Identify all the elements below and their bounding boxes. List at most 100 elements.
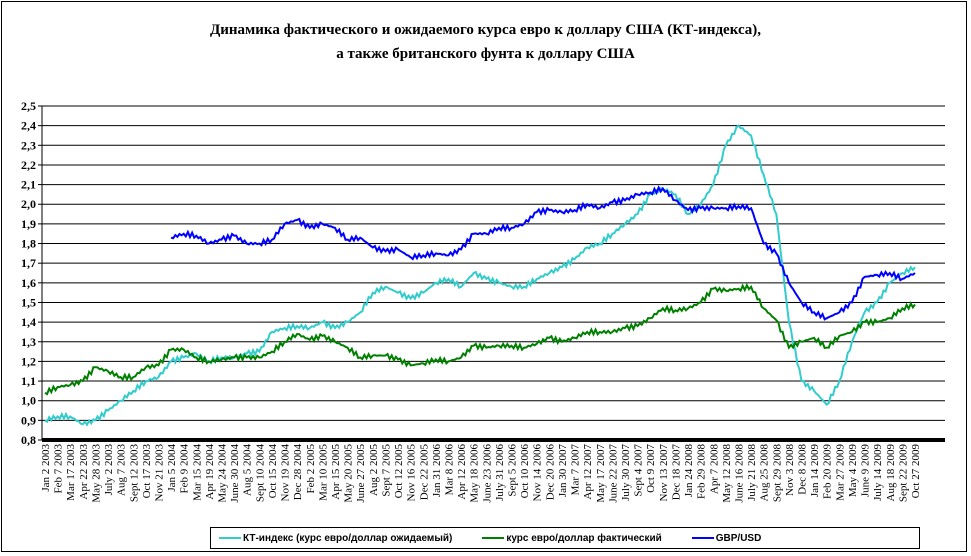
- x-tick-label: Apr 12 2006: [456, 444, 468, 500]
- x-tick-label: Sept 10 2004: [254, 444, 266, 503]
- x-tick-label: Sept 7 2005: [380, 444, 392, 497]
- x-tick-label: Nov 14 2006: [532, 444, 544, 502]
- legend: КТ-индекс (курс евро/доллар ожидаемый) к…: [210, 527, 920, 549]
- x-tick-label: May 17 2007: [595, 444, 607, 503]
- y-tick-label: 1,2: [21, 354, 36, 368]
- legend-item-eur: курс евро/доллар фактический: [482, 532, 662, 544]
- x-tick-label: July 21 2008: [746, 444, 758, 501]
- x-tick-label: Dec 28 2004: [292, 444, 304, 501]
- x-tick-label: Sept 5 2006: [507, 444, 519, 497]
- x-tick-label: May 20 2005: [343, 444, 355, 503]
- x-tick-label: Sept 4 2007: [633, 444, 645, 497]
- x-tick-label: June 9 2009: [860, 444, 872, 498]
- y-tick-label: 1,5: [21, 295, 36, 309]
- x-tick-label: June 30 2004: [229, 444, 241, 503]
- x-tick-label: Dec 20 2006: [544, 444, 556, 501]
- x-tick-label: Aug 2 2005: [368, 444, 380, 496]
- x-tick-label: July 31 2006: [494, 444, 506, 501]
- x-tick-label: Aug 18 2009: [885, 444, 897, 502]
- x-tick-label: Mar 8 2006: [443, 444, 455, 496]
- x-tick-label: Feb 20 2009: [822, 444, 834, 500]
- y-tick-label: 1,3: [21, 335, 36, 349]
- y-tick-label: 1,8: [21, 237, 36, 251]
- x-tick-label: Dec 18 2007: [670, 444, 682, 501]
- chart-title-line-2: а также британского фунта к доллару США: [336, 46, 635, 62]
- x-tick-label: Apr 7 2008: [708, 444, 720, 495]
- x-tick-label: Dec 22 2005: [418, 444, 430, 501]
- y-tick-label: 2,1: [21, 178, 36, 192]
- x-tick-label: Mar 17 2003: [65, 444, 77, 501]
- x-tick-label: Jan 2 2003: [40, 444, 52, 492]
- legend-label: GBP/USD: [715, 532, 762, 544]
- x-tick-label: Oct 15 2004: [267, 444, 279, 499]
- y-tick-label: 1,0: [21, 394, 36, 408]
- y-tick-label: 0,8: [21, 433, 36, 447]
- x-tick-label: Apr 12 2007: [582, 444, 594, 500]
- x-tick-label: May 18 2006: [469, 444, 481, 503]
- x-tick-label: Oct 27 2009: [910, 444, 922, 499]
- x-tick-label: July 14 2009: [872, 444, 884, 501]
- x-tick-label: Mar 15 2004: [191, 444, 203, 501]
- x-tick-label: Apr 15 2005: [330, 444, 342, 500]
- chart-title-line-1: Динамика фактического и ожидаемого курса…: [209, 22, 762, 38]
- x-tick-label: Nov 16 2005: [406, 444, 418, 502]
- legend-label: КТ-индекс (курс евро/доллар ожидаемый): [243, 532, 453, 544]
- x-tick-label: Apr 19 2004: [204, 444, 216, 500]
- x-tick-label: Sept 12 2003: [128, 444, 140, 503]
- legend-swatch: [482, 537, 505, 539]
- y-tick-label: 1,7: [21, 256, 36, 270]
- x-tick-label: Sept 22 2009: [897, 444, 909, 503]
- x-tick-label: Aug 5 2004: [242, 444, 254, 496]
- y-tick-label: 1,6: [21, 276, 36, 290]
- x-tick-label: Feb 2 2005: [305, 444, 317, 494]
- y-tick-label: 2,4: [21, 119, 36, 133]
- legend-swatch: [691, 537, 714, 539]
- y-tick-label: 2,3: [21, 138, 36, 152]
- x-tick-label: July 30 2007: [620, 444, 632, 501]
- x-tick-label: June 16 2008: [733, 444, 745, 503]
- x-tick-label: May 4 2009: [847, 444, 859, 498]
- x-tick-label: Nov 21 2003: [153, 444, 165, 502]
- x-tick-label: Sept 29 2008: [771, 444, 783, 503]
- x-tick-label: Mar 10 2005: [317, 444, 329, 501]
- x-tick-label: Dec 8 2008: [797, 444, 809, 495]
- y-tick-label: 2,0: [21, 197, 36, 211]
- x-tick-label: June 23 2006: [481, 444, 493, 503]
- x-tick-label: Feb 29 2008: [696, 444, 708, 500]
- legend-item-kt: КТ-индекс (курс евро/доллар ожидаемый): [219, 533, 452, 544]
- x-tick-label: July 2 2003: [103, 444, 115, 496]
- x-tick-label: May 12 2008: [721, 444, 733, 503]
- series-line-gbp-usd: [170, 185, 916, 321]
- x-tick-label: Aug 25 2008: [759, 444, 771, 502]
- x-tick-label: Feb 7 2003: [53, 444, 65, 494]
- y-tick-label: 0,9: [21, 413, 36, 427]
- legend-swatch: [219, 537, 241, 539]
- x-tick-label: May 28 2003: [90, 444, 102, 503]
- series-line-eur-usd: [44, 282, 916, 396]
- x-tick-label: Oct 10 2006: [519, 444, 531, 499]
- x-tick-label: Oct 9 2007: [645, 444, 657, 493]
- x-tick-label: June 22 2007: [607, 444, 619, 503]
- x-tick-label: Jan 24 2008: [683, 444, 695, 498]
- x-tick-label: May 24 2004: [217, 444, 229, 503]
- x-tick-label: Nov 3 2008: [784, 444, 796, 496]
- x-tick-label: Jan 31 2006: [431, 444, 443, 498]
- y-tick-label: 2,2: [21, 158, 36, 172]
- x-tick-label: Oct 17 2003: [141, 444, 153, 499]
- x-tick-label: Jan 14 2009: [809, 444, 821, 498]
- x-tick-label: Mar 7 2007: [570, 444, 582, 496]
- legend-label: курс евро/доллар фактический: [506, 532, 662, 544]
- legend-item-gbp: GBP/USD: [691, 532, 762, 544]
- y-tick-label: 1,1: [21, 374, 36, 388]
- x-tick-label: Mar 27 2009: [834, 444, 846, 501]
- x-tick-label: Oct 12 2005: [393, 444, 405, 499]
- x-tick-label: Jan 5 2004: [166, 444, 178, 492]
- x-tick-label: June 27 2005: [355, 444, 367, 503]
- x-tick-label: Jan 30 2007: [557, 444, 569, 498]
- y-tick-label: 1,4: [21, 315, 36, 329]
- x-tick-label: Feb 9 2004: [179, 444, 191, 494]
- y-tick-label: 2,5: [21, 99, 36, 113]
